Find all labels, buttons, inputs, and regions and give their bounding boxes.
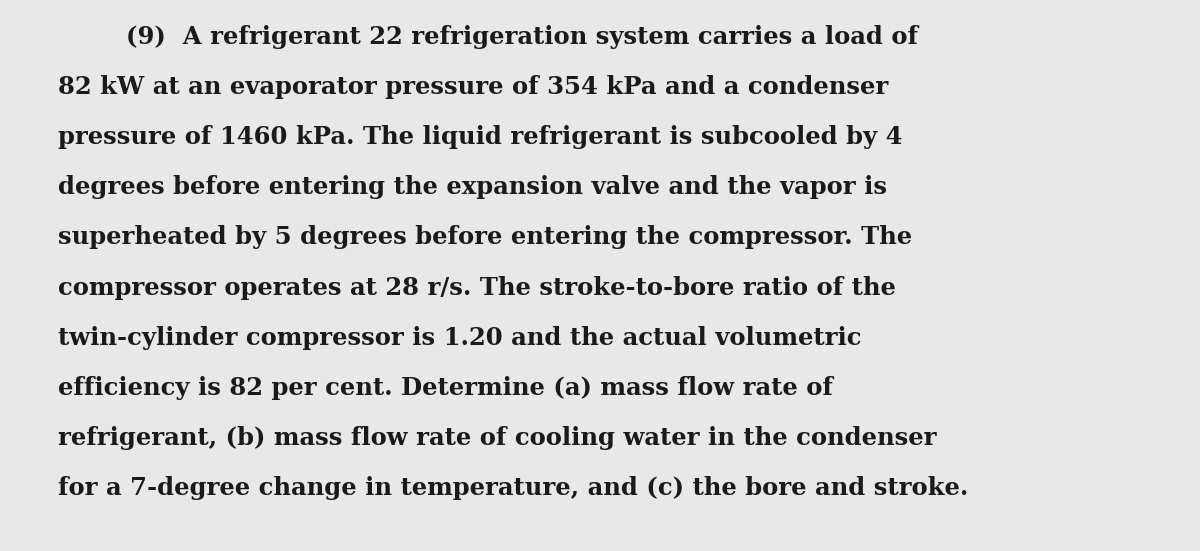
Text: twin-cylinder compressor is 1.20 and the actual volumetric: twin-cylinder compressor is 1.20 and the… bbox=[58, 326, 862, 350]
Text: pressure of 1460 kPa. The liquid refrigerant is subcooled by 4: pressure of 1460 kPa. The liquid refrige… bbox=[58, 125, 902, 149]
Text: refrigerant, (b) mass flow rate of cooling water in the condenser: refrigerant, (b) mass flow rate of cooli… bbox=[58, 426, 936, 450]
Text: superheated by 5 degrees before entering the compressor. The: superheated by 5 degrees before entering… bbox=[58, 225, 912, 250]
Text: 82 kW at an evaporator pressure of 354 kPa and a condenser: 82 kW at an evaporator pressure of 354 k… bbox=[58, 75, 888, 99]
Text: for a 7-degree change in temperature, and (c) the bore and stroke.: for a 7-degree change in temperature, an… bbox=[58, 476, 968, 500]
Text: degrees before entering the expansion valve and the vapor is: degrees before entering the expansion va… bbox=[58, 175, 887, 199]
Text: compressor operates at 28 r/s. The stroke-to-bore ratio of the: compressor operates at 28 r/s. The strok… bbox=[58, 276, 895, 300]
Text: efficiency is 82 per cent. Determine (a) mass flow rate of: efficiency is 82 per cent. Determine (a)… bbox=[58, 376, 833, 400]
Text: (9)  A refrigerant 22 refrigeration system carries a load of: (9) A refrigerant 22 refrigeration syste… bbox=[58, 25, 918, 49]
